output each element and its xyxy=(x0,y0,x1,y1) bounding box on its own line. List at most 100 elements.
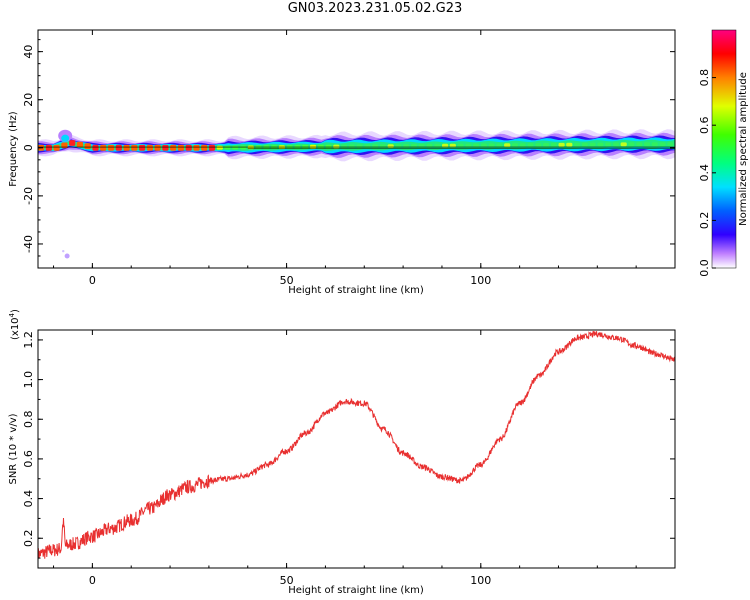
snr-line xyxy=(38,330,675,562)
y-tick-label: 1.0 xyxy=(22,371,35,389)
snr-frame xyxy=(37,329,676,569)
snr-series xyxy=(38,330,675,562)
colorbar: 0.0 0.2 0.4 0.6 0.8 Normalized spectral ampl… xyxy=(698,29,749,277)
heat-core xyxy=(115,144,122,151)
heat-core xyxy=(473,143,480,148)
heat-core xyxy=(442,143,449,148)
heat-core xyxy=(457,143,464,148)
heat-core xyxy=(605,142,612,147)
x-tick-label: 0 xyxy=(89,274,96,287)
svg-text:(x104): (x104) xyxy=(8,309,21,340)
heat-core xyxy=(597,142,604,147)
spectrogram-xlabel: Height of straight line (km) xyxy=(288,285,424,296)
x-tick-label: 50 xyxy=(280,274,294,287)
heat-core xyxy=(542,143,550,147)
heat-core xyxy=(185,144,192,151)
heat-core xyxy=(100,144,107,151)
heat-core xyxy=(240,145,247,150)
snr-xlabel: Height of straight line (km) xyxy=(288,585,424,596)
heat-core xyxy=(434,143,441,148)
heat-core xyxy=(193,144,200,151)
heat-core xyxy=(628,142,635,147)
heat-core xyxy=(76,141,83,148)
heat-core xyxy=(480,143,487,148)
colorbar-tick-label: 0.4 xyxy=(698,164,711,182)
chart-title: GN03.2023.231.05.02.G23 xyxy=(287,1,463,16)
snr-panel: 0 50 100 0.2 0.4 0.6 0.8 1.0 1.2 Height of strai… xyxy=(8,309,676,596)
heat-core xyxy=(387,144,394,148)
heat-core xyxy=(372,144,379,149)
heat-core xyxy=(162,144,169,151)
y-tick-label: 20 xyxy=(22,93,35,107)
heat-core xyxy=(620,142,627,147)
heat-core xyxy=(527,143,534,147)
heat-core xyxy=(224,145,231,150)
y-tick-label: 0 xyxy=(22,144,35,151)
y-tick-label: -40 xyxy=(22,235,35,253)
spectrogram-ticks: 0 50 100 40 20 0 -20 -40 xyxy=(22,30,676,287)
snr-multiplier: (x104) xyxy=(8,309,21,340)
heat-core xyxy=(496,143,503,148)
y-tick-label: 1.2 xyxy=(22,331,35,349)
heat-core xyxy=(651,142,658,147)
heat-core xyxy=(589,142,596,147)
colorbar-ticks: 0.0 0.2 0.4 0.6 0.8 xyxy=(698,69,716,277)
heat-core xyxy=(123,144,130,151)
colorbar-gradient xyxy=(711,29,737,269)
snr-ylabel: SNR (10 * v/v) xyxy=(8,413,19,484)
heat-core xyxy=(154,144,161,151)
heat-core xyxy=(511,143,519,147)
heat-core xyxy=(208,144,216,151)
heat-speck xyxy=(64,253,70,259)
heat-core xyxy=(643,142,651,147)
heat-core xyxy=(348,144,355,149)
snr-ticks: 0 50 100 0.2 0.4 0.6 0.8 1.0 1.2 xyxy=(22,330,676,587)
heat-core xyxy=(131,144,138,151)
heat-core xyxy=(612,142,620,147)
heat-blob xyxy=(61,134,70,142)
heat-core xyxy=(504,143,511,148)
heat-core xyxy=(364,144,371,149)
heat-core xyxy=(325,144,332,149)
heat-core xyxy=(53,144,60,151)
y-tick-label: -20 xyxy=(22,187,35,205)
heat-core xyxy=(61,142,68,149)
heat-core xyxy=(581,142,588,147)
colorbar-tick-label: 0.8 xyxy=(698,69,711,87)
heat-core xyxy=(465,143,472,148)
heat-core xyxy=(333,144,340,149)
colorbar-tick-label: 0.6 xyxy=(698,116,711,134)
heat-core xyxy=(45,144,52,151)
y-tick-label: 40 xyxy=(22,45,35,59)
spectrogram-heatmap xyxy=(38,129,675,259)
heat-core xyxy=(449,143,456,148)
heat-core xyxy=(309,144,317,149)
heat-core xyxy=(356,144,363,149)
heat-core xyxy=(550,142,557,147)
heat-core xyxy=(535,143,542,147)
heat-core xyxy=(341,144,348,149)
colorbar-tick-label: 0.2 xyxy=(698,212,711,230)
heat-core xyxy=(659,142,666,147)
heat-core xyxy=(488,143,495,148)
heat-core xyxy=(636,142,643,147)
heat-core xyxy=(667,142,674,147)
heat-core xyxy=(232,145,239,150)
x-tick-label: 100 xyxy=(470,274,491,287)
y-tick-label: 0.4 xyxy=(22,490,35,508)
heat-core xyxy=(566,142,573,147)
heat-core xyxy=(574,142,581,147)
heat-core xyxy=(69,140,76,146)
heat-core xyxy=(201,144,208,151)
spectrogram-frame xyxy=(37,29,676,269)
heat-core xyxy=(92,144,99,151)
heat-core xyxy=(558,142,565,147)
heat-core xyxy=(139,144,146,151)
heat-core xyxy=(170,144,177,151)
spectrogram-ylabel: Frequency (Hz) xyxy=(8,111,19,187)
y-tick-label: 0.8 xyxy=(22,411,35,429)
heat-core xyxy=(317,144,324,149)
spectrogram-panel: 0 50 100 40 20 0 -20 -40 Height of straight lin… xyxy=(8,29,676,296)
heat-speck xyxy=(62,249,65,253)
